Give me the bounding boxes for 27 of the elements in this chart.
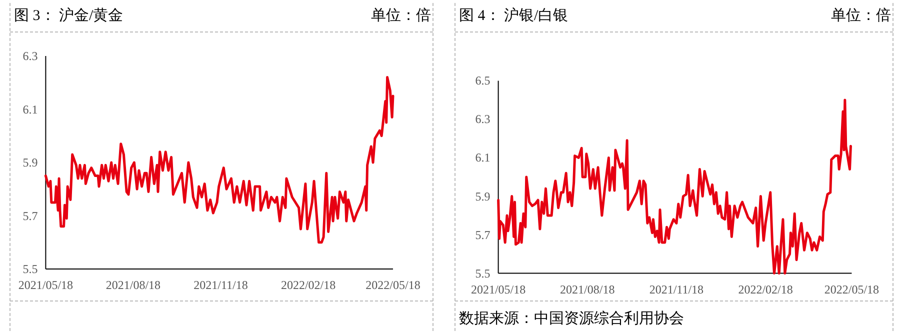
y-tick-label: 6.3 — [22, 49, 38, 63]
chart-title: 图 3： 沪金/黄金 — [14, 7, 124, 24]
x-tick-label: 2022/05/18 — [366, 278, 420, 292]
y-tick-label: 6.1 — [22, 102, 38, 116]
y-tick-label: 6.1 — [475, 150, 490, 165]
y-tick-label: 5.5 — [22, 262, 38, 276]
y-axis-title: 单位：倍 — [371, 7, 431, 24]
x-tick-label: 2021/08/18 — [106, 278, 161, 292]
chart-title: 图 4： 沪银/白银 — [459, 7, 568, 24]
x-tick-label: 2021/08/18 — [560, 282, 615, 296]
y-tick-label: 5.5 — [475, 266, 490, 280]
y-axis-title: 单位：倍 — [831, 7, 891, 24]
x-tick-label: 2021/05/18 — [18, 278, 74, 292]
x-tick-label: 2022/02/18 — [280, 278, 336, 292]
x-tick-label: 2022/05/18 — [824, 282, 880, 296]
y-tick-label: 6.3 — [475, 112, 490, 126]
y-tick-label: 5.9 — [475, 189, 490, 204]
y-tick-label: 6.5 — [475, 74, 490, 88]
y-tick-label: 5.7 — [475, 228, 490, 242]
line-series — [44, 76, 394, 244]
x-tick-label: 2021/11/18 — [649, 282, 704, 296]
y-tick-label: 5.7 — [22, 208, 38, 223]
x-tick-label: 2022/02/18 — [738, 282, 793, 296]
y-tick-label: 5.9 — [22, 156, 38, 170]
x-tick-label: 2021/05/18 — [470, 282, 526, 296]
source-note: 数据来源：中国资源综合利用协会 — [459, 310, 684, 327]
x-tick-label: 2021/11/18 — [194, 278, 248, 292]
